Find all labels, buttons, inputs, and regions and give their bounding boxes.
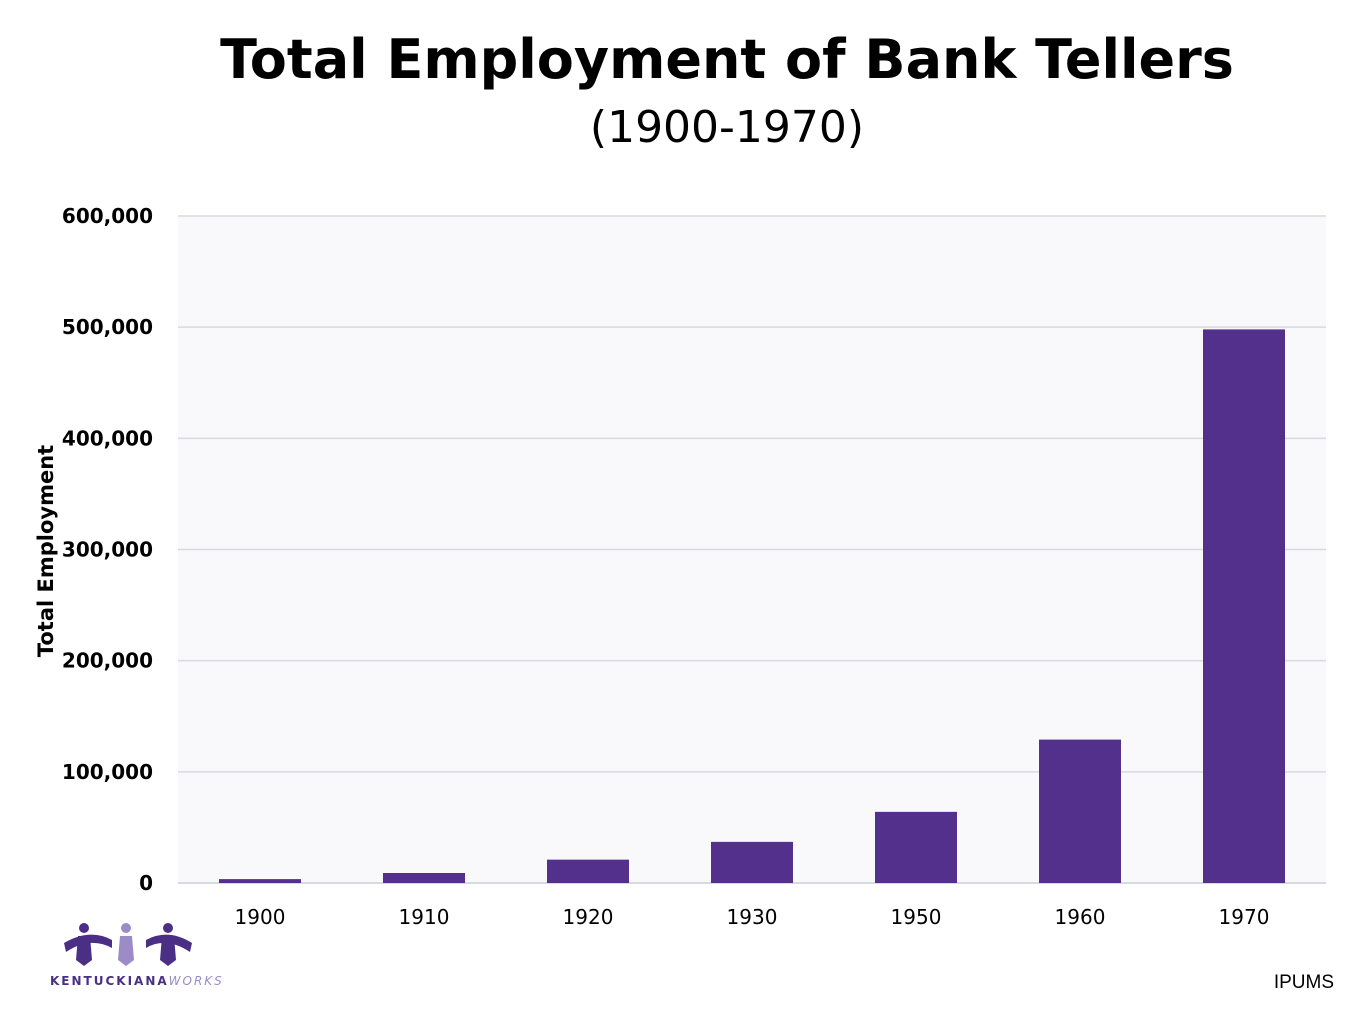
logo-wordmark: KENTUCKIANAWORKS [50,974,224,988]
gridlines [178,215,1326,884]
source-note: IPUMS [1273,972,1334,993]
x-tick-label: 1960 [1055,905,1106,929]
bars [219,329,1285,883]
chart-title: Total Employment of Bank Tellers [220,28,1234,91]
logo-text-accent: WORKS [168,974,224,988]
x-tick-labels: 1900 1910 1920 1930 1950 1960 1970 [235,905,1270,929]
bar-1900 [219,879,301,883]
y-tick-label: 100,000 [62,760,153,784]
bar-1920 [547,859,629,883]
bar-1970 [1203,329,1285,883]
y-tick-label: 400,000 [62,426,153,450]
y-tick-label: 0 [139,871,153,895]
y-axis-label: Total Employment [34,444,58,658]
chart-subtitle: (1900-1970) [589,102,865,153]
x-tick-label: 1920 [563,905,614,929]
bar-1960 [1039,739,1121,883]
y-tick-label: 500,000 [62,315,153,339]
bar-1950 [875,811,957,883]
kentuckianaworks-logo [64,923,192,966]
x-tick-label: 1930 [727,905,778,929]
x-tick-label: 1900 [235,905,286,929]
x-tick-label: 1950 [891,905,942,929]
x-tick-label: 1970 [1219,905,1270,929]
y-tick-label: 200,000 [62,649,153,673]
bar-1930 [711,841,793,883]
x-tick-label: 1910 [399,905,450,929]
y-tick-label: 600,000 [62,204,153,228]
logo-text-main: KENTUCKIANA [50,974,169,988]
y-tick-label: 300,000 [62,538,153,562]
y-tick-labels: 0 100,000 200,000 300,000 400,000 500,000 600,… [62,204,153,895]
bar-1910 [383,872,465,883]
